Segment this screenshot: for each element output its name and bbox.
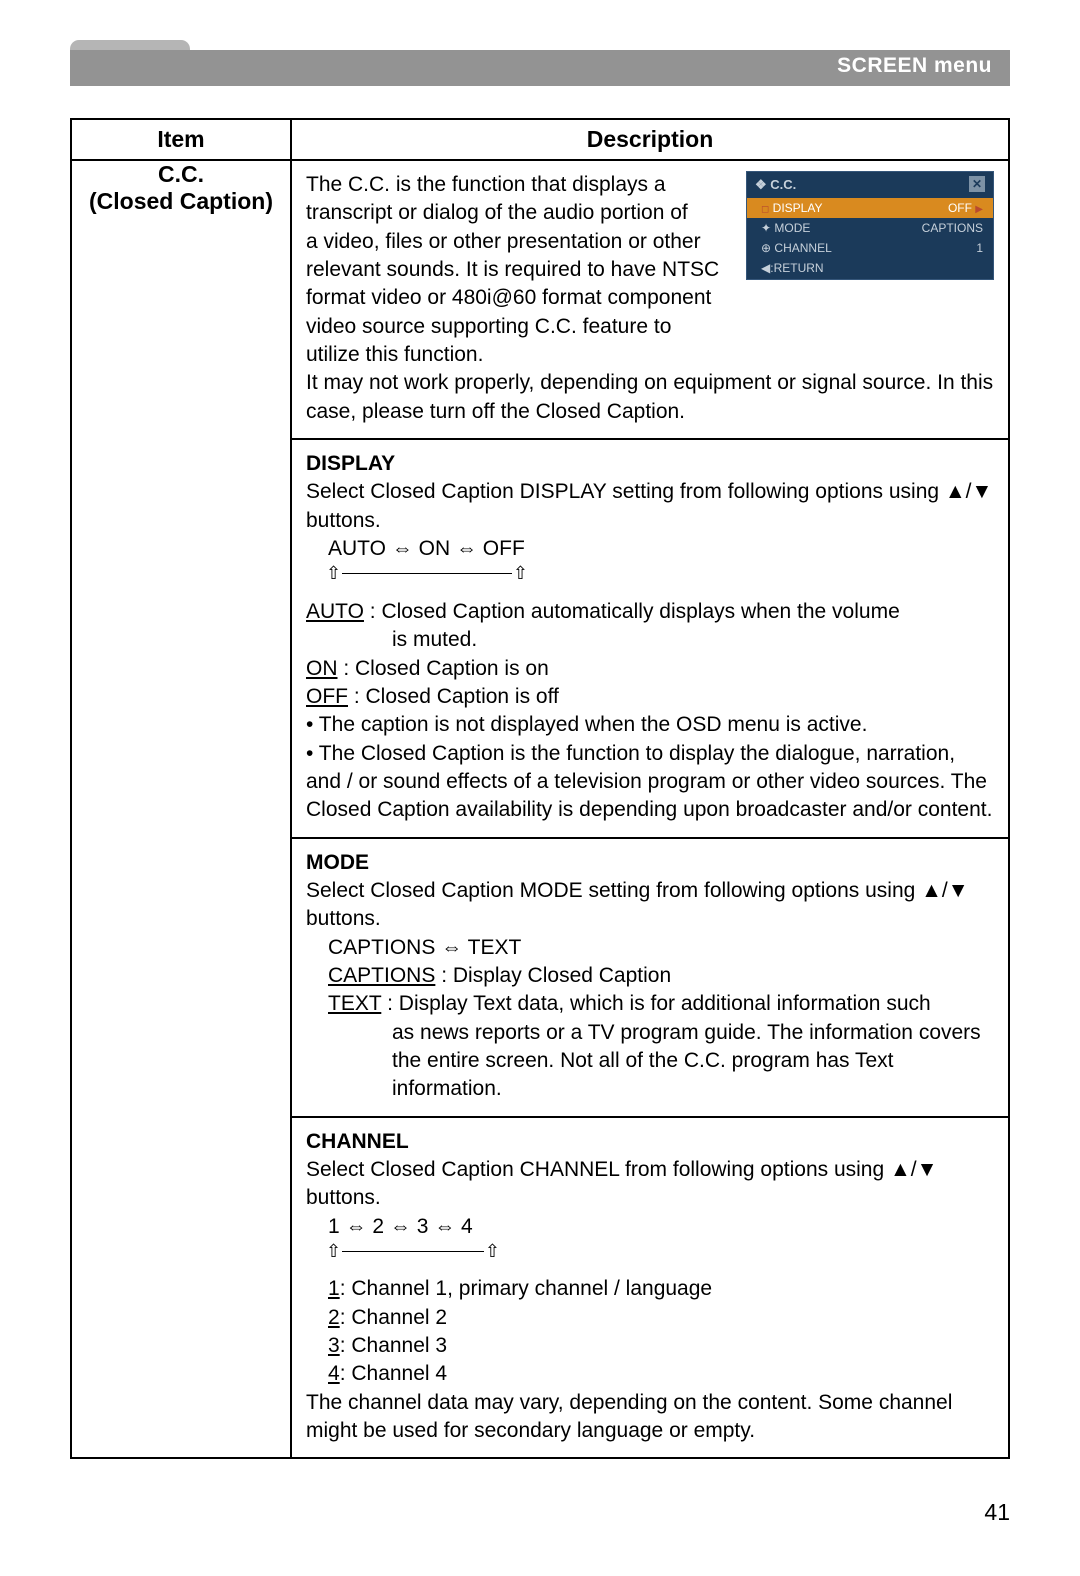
intro-l7: utilize this function. bbox=[306, 341, 994, 369]
display-bullet2: • The Closed Caption is the function to … bbox=[306, 740, 994, 825]
channel-heading: CHANNEL bbox=[306, 1128, 994, 1156]
page-number: 41 bbox=[70, 1499, 1010, 1526]
loop-arrow-icon: ⇧⇧ bbox=[328, 565, 526, 583]
c3-text: : Channel 3 bbox=[340, 1334, 447, 1357]
on-text: : Closed Caption is on bbox=[338, 657, 549, 680]
auto-label: AUTO bbox=[306, 600, 364, 623]
display-bullet1: • The caption is not displayed when the … bbox=[306, 711, 994, 739]
channel-opts: 1 ⇔ 2 ⇔ 3 ⇔ 4 bbox=[328, 1213, 994, 1241]
cc-table: Item Description C.C. (Closed Caption) ❖… bbox=[70, 118, 1010, 1459]
auto-text-b: is muted. bbox=[392, 626, 994, 654]
col-desc-header: Description bbox=[291, 119, 1009, 160]
intro-p2: It may not work properly, depending on e… bbox=[306, 369, 994, 426]
mode-opts: CAPTIONS ⇔ TEXT bbox=[328, 934, 994, 962]
section-display: DISPLAY Select Closed Caption DISPLAY se… bbox=[292, 440, 1008, 838]
osd-row-return: ◀:RETURN bbox=[747, 258, 993, 278]
mode-heading: MODE bbox=[306, 849, 994, 877]
c4-text: : Channel 4 bbox=[340, 1362, 447, 1385]
osd-row-mode: ✦ MODE CAPTIONS bbox=[747, 218, 993, 238]
osd-row-channel: ⊕ CHANNEL 1 bbox=[747, 238, 993, 258]
header-bar: SCREEN menu bbox=[70, 40, 1010, 88]
osd-row-icon: ✦ bbox=[761, 221, 771, 235]
osd-mock: ❖ C.C. ✕ ◻ DISPLAY OFF ▶ ✦ MODE CAPTIONS… bbox=[746, 171, 994, 280]
section-mode: MODE Select Closed Caption MODE setting … bbox=[292, 839, 1008, 1118]
c3-label: 3 bbox=[328, 1334, 340, 1357]
c2-text: : Channel 2 bbox=[340, 1306, 447, 1329]
channel-footer: The channel data may vary, depending on … bbox=[306, 1389, 994, 1446]
c1-label: 1 bbox=[328, 1277, 340, 1300]
item-line1: C.C. bbox=[72, 161, 290, 188]
osd-row-label: CHANNEL bbox=[774, 241, 831, 255]
c4-label: 4 bbox=[328, 1362, 340, 1385]
text-text-a: : Display Text data, which is for additi… bbox=[381, 992, 930, 1015]
display-opts: AUTO ⇔ ON ⇔ OFF bbox=[328, 535, 994, 563]
osd-row-icon: ◻ bbox=[761, 203, 769, 215]
osd-row-tri: ▶ bbox=[975, 203, 983, 215]
osd-row-display: ◻ DISPLAY OFF ▶ bbox=[747, 198, 993, 219]
osd-row-label: :RETURN bbox=[770, 261, 823, 275]
osd-row-label: DISPLAY bbox=[773, 201, 823, 215]
osd-close-icon: ✕ bbox=[969, 176, 985, 192]
off-text: : Closed Caption is off bbox=[348, 685, 559, 708]
text-label: TEXT bbox=[328, 992, 381, 1015]
channel-line1: Select Closed Caption CHANNEL from follo… bbox=[306, 1156, 994, 1213]
mode-line1: Select Closed Caption MODE setting from … bbox=[306, 877, 994, 934]
osd-row-icon: ⊕ bbox=[761, 241, 771, 255]
display-line1: Select Closed Caption DISPLAY setting fr… bbox=[306, 478, 994, 535]
osd-row-value: CAPTIONS bbox=[922, 220, 983, 236]
c2-label: 2 bbox=[328, 1306, 340, 1329]
item-line2: (Closed Caption) bbox=[72, 188, 290, 215]
osd-title-icon: ❖ bbox=[755, 177, 767, 192]
osd-row-value: 1 bbox=[976, 240, 983, 256]
osd-row-label: MODE bbox=[774, 221, 810, 235]
item-cell: C.C. (Closed Caption) bbox=[71, 160, 291, 1458]
intro-l5: format video or 480i@60 format component bbox=[306, 284, 994, 312]
off-label: OFF bbox=[306, 685, 348, 708]
captions-label: CAPTIONS bbox=[328, 964, 435, 987]
osd-titlebar: ❖ C.C. ✕ bbox=[747, 172, 993, 198]
col-item-header: Item bbox=[71, 119, 291, 160]
intro-l6: video source supporting C.C. feature to bbox=[306, 313, 994, 341]
text-text-b: as news reports or a TV program guide. T… bbox=[392, 1019, 994, 1104]
osd-row-icon: ◀ bbox=[761, 261, 770, 275]
description-cell: ❖ C.C. ✕ ◻ DISPLAY OFF ▶ ✦ MODE CAPTIONS… bbox=[291, 160, 1009, 1458]
display-heading: DISPLAY bbox=[306, 450, 994, 478]
osd-row-value: OFF bbox=[948, 201, 972, 215]
header-label: SCREEN menu bbox=[837, 54, 992, 78]
captions-text: : Display Closed Caption bbox=[435, 964, 671, 987]
loop-arrow-icon: ⇧⇧ bbox=[328, 1243, 498, 1261]
osd-title-text: C.C. bbox=[770, 177, 796, 192]
c1-text: : Channel 1, primary channel / language bbox=[340, 1277, 712, 1300]
section-intro: ❖ C.C. ✕ ◻ DISPLAY OFF ▶ ✦ MODE CAPTIONS… bbox=[292, 161, 1008, 440]
on-label: ON bbox=[306, 657, 338, 680]
auto-text-a: : Closed Caption automatically displays … bbox=[364, 600, 900, 623]
section-channel: CHANNEL Select Closed Caption CHANNEL fr… bbox=[292, 1118, 1008, 1458]
